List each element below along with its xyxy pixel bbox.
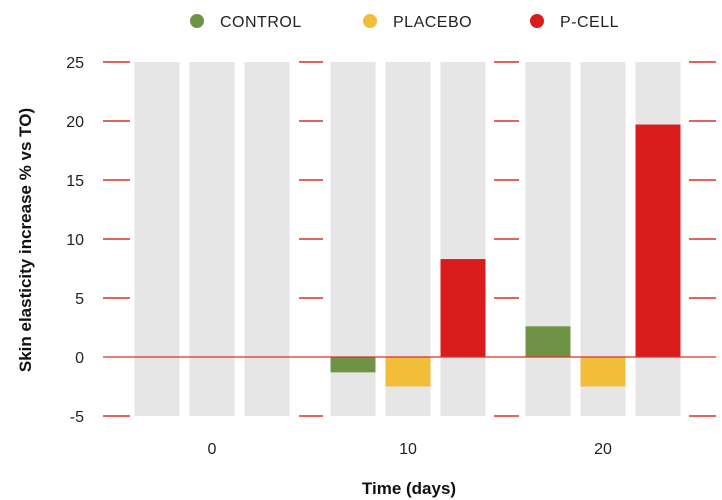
y-axis-title: Skin elasticity increase % vs TO)	[16, 108, 35, 372]
legend-item-control: CONTROL	[190, 14, 302, 31]
background-bar	[244, 62, 290, 416]
y-tick-label: -5	[70, 409, 84, 426]
background-bar	[525, 62, 571, 416]
legend: CONTROL PLACEBO P-CELL	[190, 14, 619, 31]
x-axis-ticks: 0 10 20	[208, 441, 612, 458]
y-tick-label: 25	[66, 55, 84, 72]
background-bar	[440, 62, 486, 416]
bar-control-10	[330, 357, 376, 373]
legend-marker-placebo	[363, 14, 377, 28]
y-axis-ticks: 25 20 15 10 5 0 -5	[66, 55, 84, 426]
legend-label-control: CONTROL	[220, 14, 302, 31]
legend-marker-pcell	[530, 14, 544, 28]
x-axis-title: Time (days)	[362, 479, 456, 498]
bar-control-20	[525, 326, 571, 357]
bar-placebo-10	[385, 357, 431, 387]
bar-p-cell-20	[635, 124, 681, 357]
y-tick-label: 20	[66, 114, 84, 131]
legend-item-placebo: PLACEBO	[363, 14, 472, 31]
bar-p-cell-10	[440, 259, 486, 357]
x-tick-label: 0	[208, 441, 217, 458]
y-tick-label: 0	[75, 350, 84, 367]
background-bar	[189, 62, 235, 416]
y-tick-label: 10	[66, 232, 84, 249]
background-bar	[134, 62, 180, 416]
legend-label-placebo: PLACEBO	[393, 14, 472, 31]
legend-label-pcell: P-CELL	[560, 14, 619, 31]
y-tick-label: 5	[75, 291, 84, 308]
legend-item-pcell: P-CELL	[530, 14, 619, 31]
y-tick-label: 15	[66, 173, 84, 190]
plot-area	[103, 61, 716, 417]
x-tick-label: 10	[399, 441, 417, 458]
bar-placebo-20	[580, 357, 626, 387]
legend-marker-control	[190, 14, 204, 28]
x-tick-label: 20	[594, 441, 612, 458]
